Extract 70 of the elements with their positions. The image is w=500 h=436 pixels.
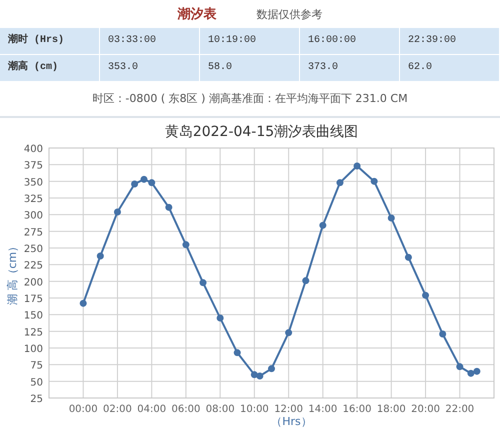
x-tick-label: 08:00 bbox=[206, 404, 235, 415]
point bbox=[80, 300, 87, 307]
x-tick-label: 20:00 bbox=[411, 404, 440, 415]
point bbox=[140, 176, 148, 183]
x-tick-label: 00:00 bbox=[68, 404, 98, 415]
x-tick-label: 12:00 bbox=[274, 404, 304, 415]
point bbox=[216, 314, 224, 322]
point bbox=[285, 329, 292, 336]
x-tick-label: 14:00 bbox=[308, 404, 338, 415]
point bbox=[148, 179, 156, 186]
x-tick-label: 22:00 bbox=[445, 404, 474, 415]
x-tick-label: 10:00 bbox=[240, 404, 269, 415]
point bbox=[370, 178, 378, 185]
point bbox=[439, 330, 446, 338]
text: 潮汐表 bbox=[178, 7, 216, 22]
y-tick-label: 375 bbox=[24, 160, 43, 172]
text: 03:33:00 bbox=[100, 28, 200, 55]
text: 10:19:00 bbox=[200, 28, 300, 55]
y-tick-label: 100 bbox=[24, 344, 43, 355]
point bbox=[319, 222, 326, 229]
point bbox=[456, 363, 464, 370]
point bbox=[114, 208, 121, 216]
y-tick-label: 300 bbox=[24, 210, 43, 222]
x-axis-title: （Hrs） bbox=[271, 415, 312, 428]
point bbox=[302, 277, 310, 284]
x-tick-label: 18:00 bbox=[376, 404, 406, 415]
text: 373.0 bbox=[300, 55, 400, 82]
point bbox=[388, 214, 395, 222]
text: 16:00:00 bbox=[300, 28, 400, 55]
point bbox=[234, 349, 241, 356]
point bbox=[256, 372, 264, 380]
y-tick-label: 150 bbox=[24, 310, 43, 322]
point bbox=[96, 252, 104, 260]
chart-title: 黄岛2022-04-15潮汐表曲线图 bbox=[164, 124, 358, 140]
text: 数据仅供参考 bbox=[256, 8, 322, 21]
y-tick-label: 275 bbox=[24, 227, 43, 238]
x-tick-label: 02:00 bbox=[103, 404, 132, 415]
text: 58.0 bbox=[200, 55, 300, 82]
y-tick-label: 325 bbox=[24, 194, 43, 205]
x-tick-label: 06:00 bbox=[172, 404, 200, 415]
point bbox=[165, 204, 172, 211]
y-tick-label: 225 bbox=[24, 260, 43, 272]
text: 潮时 (Hrs) bbox=[0, 28, 100, 55]
point bbox=[473, 368, 480, 375]
y-tick-label: 250 bbox=[24, 244, 43, 255]
y-tick-label: 200 bbox=[24, 277, 43, 288]
y-tick-label: 50 bbox=[30, 377, 43, 388]
point bbox=[131, 180, 138, 188]
point bbox=[422, 292, 430, 299]
point bbox=[404, 254, 412, 261]
y-tick-label: 400 bbox=[24, 144, 43, 155]
x-tick-label: 04:00 bbox=[137, 404, 166, 415]
y-tick-label: 25 bbox=[30, 394, 43, 405]
x-tick-label: 16:00 bbox=[342, 404, 372, 415]
text: 62.0 bbox=[400, 55, 500, 82]
point bbox=[200, 279, 207, 286]
point bbox=[467, 370, 474, 377]
point bbox=[336, 179, 344, 186]
y-tick-label: 350 bbox=[24, 177, 43, 188]
text: 时区：-0800 ( 东8区 ) 潮高基准面：在平均海平面下 231.0 CM bbox=[91, 91, 409, 107]
text: 22:39:00 bbox=[400, 28, 500, 55]
y-axis-title: 潮 高（cm） bbox=[6, 240, 19, 306]
y-tick-label: 125 bbox=[24, 327, 43, 338]
text: 潮高 (cm) bbox=[0, 55, 100, 82]
point bbox=[268, 365, 275, 372]
y-tick-label: 175 bbox=[24, 294, 43, 305]
y-tick-label: 75 bbox=[30, 360, 43, 372]
point bbox=[354, 162, 361, 170]
text: 353.0 bbox=[100, 55, 200, 82]
point bbox=[182, 241, 190, 248]
